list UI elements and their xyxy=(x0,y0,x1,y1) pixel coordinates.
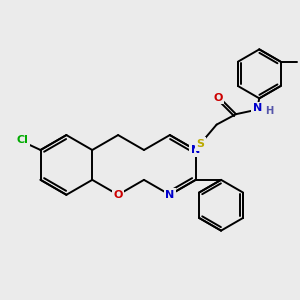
Text: N: N xyxy=(191,145,200,155)
Text: N: N xyxy=(253,103,262,113)
Text: H: H xyxy=(265,106,274,116)
Text: S: S xyxy=(196,139,204,149)
Text: Cl: Cl xyxy=(17,134,28,145)
Text: O: O xyxy=(213,93,223,103)
Text: O: O xyxy=(113,190,123,200)
Text: N: N xyxy=(165,190,175,200)
